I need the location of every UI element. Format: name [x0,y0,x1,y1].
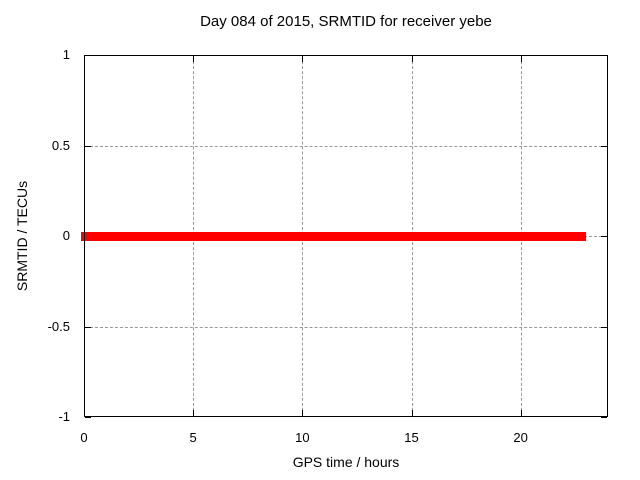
y-tick-left [85,326,91,328]
y-tick-label: 0 [62,228,70,243]
series-line-srmtid [81,231,587,241]
y-tick-label: -1 [58,409,70,424]
chart-title: Day 084 of 2015, SRMTID for receiver yeb… [200,13,492,30]
x-tick-bottom [411,410,413,416]
x-tick-bottom [84,410,85,416]
y-tick-left [85,55,91,56]
y-tick-left [85,417,91,418]
y-gridline [85,326,607,328]
y-tick-right [601,236,607,237]
x-axis-label: GPS time / hours [292,454,400,470]
x-tick-bottom [520,410,522,416]
x-tick-top [84,56,85,62]
x-tick-top [193,56,195,62]
x-tick-label: 10 [295,430,310,445]
x-tick-top [411,56,413,62]
x-tick-label: 0 [80,430,88,445]
y-gridline [85,145,607,147]
x-tick-label: 20 [513,430,528,445]
x-tick-label: 5 [189,430,197,445]
y-tick-label: -0.5 [47,318,70,334]
x-tick-top [520,56,522,62]
y-axis-label: SRMTID / TECUs [14,180,30,292]
x-tick-label: 15 [404,430,419,445]
x-tick-top [302,56,304,62]
x-tick-bottom [302,410,304,416]
x-tick-bottom [193,410,195,416]
y-tick-label: 1 [62,47,70,62]
y-tick-label: 0.5 [51,137,70,153]
y-tick-right [601,326,607,328]
y-tick-left [85,145,91,147]
y-tick-right [601,55,607,56]
y-tick-right [601,145,607,147]
y-tick-right [601,417,607,418]
